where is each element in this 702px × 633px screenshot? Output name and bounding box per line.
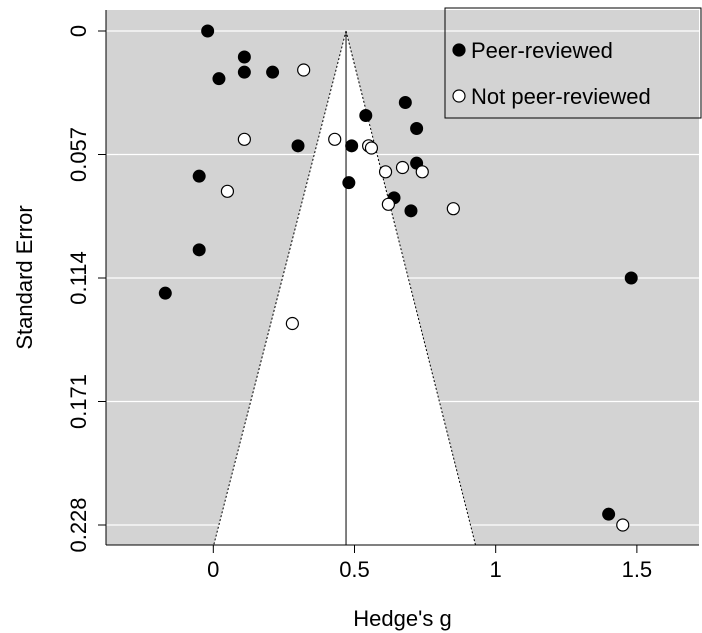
not-peer-reviewed-point-5 xyxy=(395,160,410,175)
y-tick-label-0: 0 xyxy=(66,25,91,37)
peer-reviewed-point-8 xyxy=(291,139,305,153)
not-peer-reviewed-point-1 xyxy=(237,132,251,146)
x-axis-title: Hedge's g xyxy=(353,606,451,631)
y-tick-label-3: 0.171 xyxy=(66,374,91,429)
not-peer-reviewed-point-12 xyxy=(616,518,630,532)
peer-reviewed-point-5 xyxy=(398,96,412,109)
legend-marker-0 xyxy=(452,43,466,57)
legend-label-0: Peer-reviewed xyxy=(471,38,613,63)
not-peer-reviewed-point-8 xyxy=(220,184,235,198)
not-peer-reviewed-point-0 xyxy=(297,63,311,77)
x-tick-label-3: 1.5 xyxy=(622,557,653,582)
peer-reviewed-point-16 xyxy=(624,271,638,285)
y-axis-title: Standard Error xyxy=(12,205,37,349)
peer-reviewed-point-4 xyxy=(266,65,280,79)
peer-reviewed-point-1 xyxy=(237,50,251,64)
peer-reviewed-point-18 xyxy=(602,507,616,521)
peer-reviewed-point-3 xyxy=(212,72,226,86)
not-peer-reviewed-point-11 xyxy=(285,316,299,331)
peer-reviewed-point-12 xyxy=(342,176,356,190)
not-peer-reviewed-point-2 xyxy=(328,132,342,146)
legend: Peer-reviewed Not peer-reviewed xyxy=(444,7,702,119)
not-peer-reviewed-point-7 xyxy=(415,165,429,179)
x-tick-label-1: 0.5 xyxy=(339,557,370,582)
not-peer-reviewed-point-4 xyxy=(364,141,379,155)
peer-reviewed-point-7 xyxy=(410,122,424,135)
not-peer-reviewed-point-9 xyxy=(381,197,395,211)
not-peer-reviewed-point-6 xyxy=(378,165,393,179)
peer-reviewed-point-2 xyxy=(237,65,251,79)
y-tick-label-1: 0.057 xyxy=(66,127,91,182)
x-tick-label-0: 0 xyxy=(207,557,219,582)
legend-box xyxy=(444,7,702,119)
data-points xyxy=(158,24,638,532)
peer-reviewed-point-15 xyxy=(192,243,206,257)
peer-reviewed-point-11 xyxy=(192,169,206,183)
peer-reviewed-point-6 xyxy=(359,109,373,122)
peer-reviewed-point-14 xyxy=(404,204,418,218)
not-peer-reviewed-point-10 xyxy=(446,202,460,216)
x-tick-label-2: 1 xyxy=(490,557,502,582)
y-tick-label-2: 0.114 xyxy=(66,251,91,304)
legend-label-1: Not peer-reviewed xyxy=(471,84,651,109)
y-tick-label-4: 0.228 xyxy=(66,497,91,552)
axes: 0 0.057 0.114 0.171 0.228 0 0.5 1 1.5 xyxy=(66,10,699,582)
funnel-region xyxy=(213,31,476,547)
peer-reviewed-point-9 xyxy=(345,139,359,153)
peer-reviewed-point-0 xyxy=(201,24,215,38)
legend-marker-1 xyxy=(452,89,466,103)
funnel-edge-left xyxy=(212,30,347,547)
peer-reviewed-point-17 xyxy=(158,286,172,300)
